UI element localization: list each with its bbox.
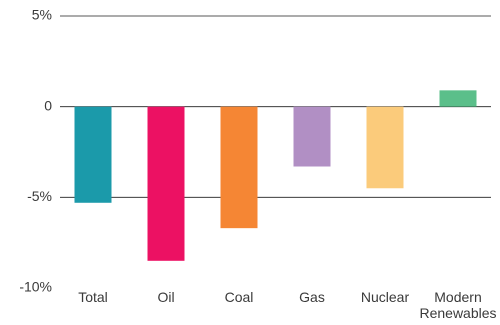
y-tick-label: -5% bbox=[27, 188, 52, 204]
y-tick-label: 5% bbox=[32, 7, 52, 23]
gridlines bbox=[60, 15, 491, 198]
bar bbox=[439, 90, 477, 107]
x-tick-label: Modern Renewables bbox=[419, 289, 496, 321]
bar bbox=[147, 106, 185, 261]
x-tick-label: Gas bbox=[299, 289, 325, 305]
x-tick-label: Coal bbox=[225, 289, 254, 305]
bar bbox=[366, 106, 404, 189]
y-tick-label: 0 bbox=[44, 97, 52, 113]
x-tick-label: Total bbox=[78, 289, 108, 305]
x-tick-label: Oil bbox=[157, 289, 174, 305]
x-axis-tick-labels: Total Oil Coal Gas Nuclear Modern Renewables bbox=[78, 289, 496, 321]
bars bbox=[74, 90, 477, 261]
y-tick-label: -10% bbox=[19, 279, 52, 295]
bar bbox=[220, 106, 258, 229]
bar bbox=[293, 106, 331, 167]
y-axis-tick-labels: 5% 0 -5% -10% bbox=[19, 7, 52, 295]
bar bbox=[74, 106, 112, 203]
x-tick-label: Nuclear bbox=[361, 289, 410, 305]
